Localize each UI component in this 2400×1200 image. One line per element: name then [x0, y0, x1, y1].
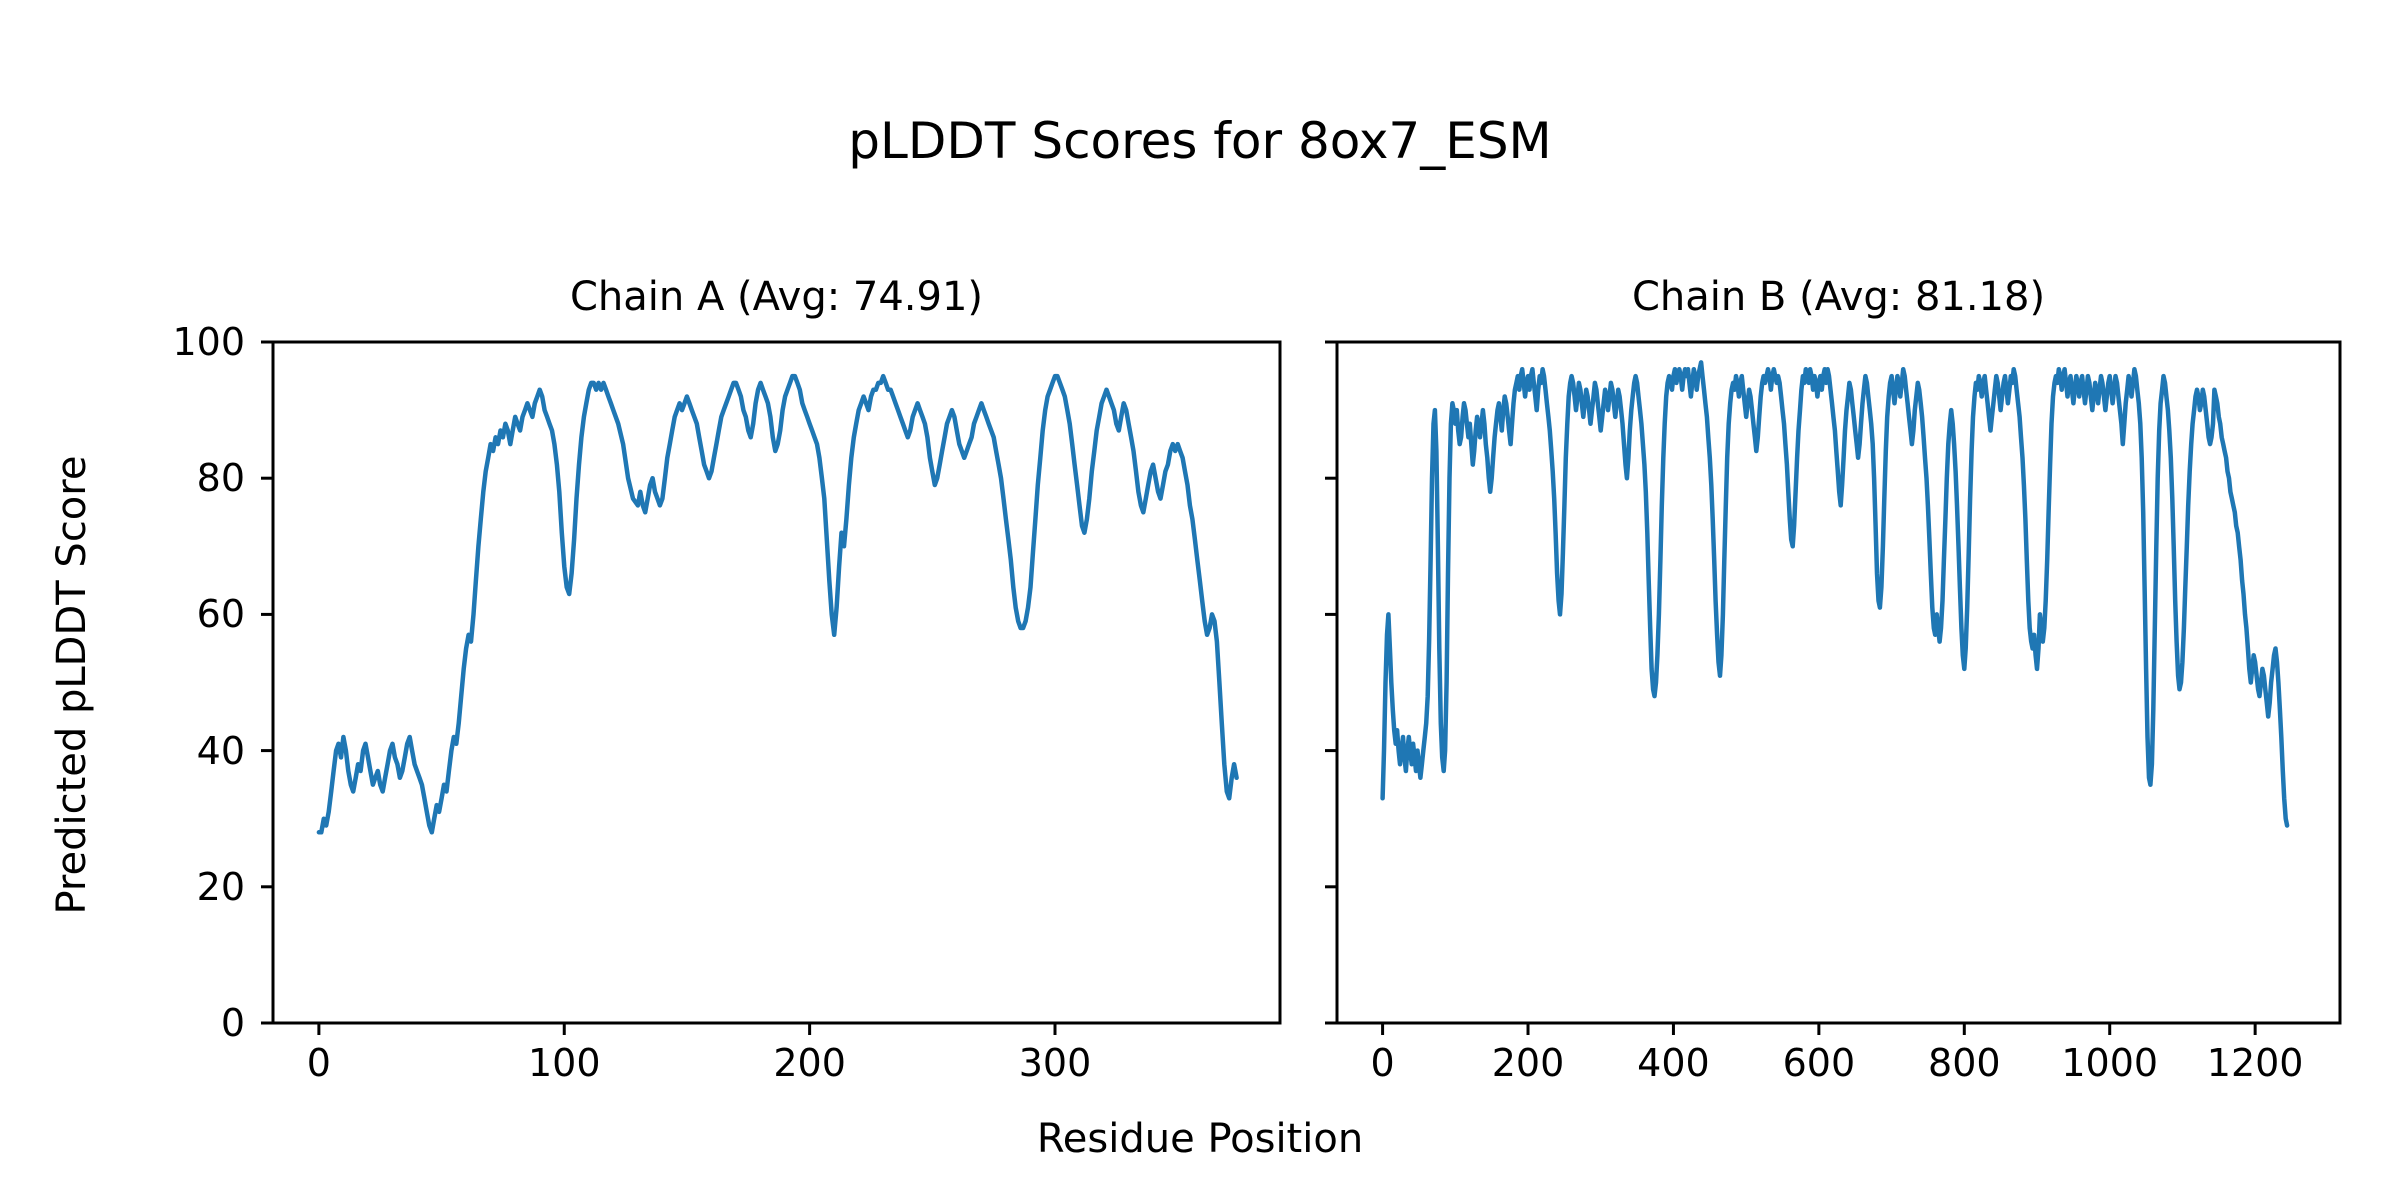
y-tick-label-chain-a: 80 [196, 456, 245, 501]
y-tick-label-chain-a: 60 [196, 592, 245, 637]
x-tick-label-chain-b: 400 [1637, 1041, 1710, 1085]
plddt-line-chain-a [316, 373, 1239, 835]
x-tick-label-chain-b: 1200 [2206, 1041, 2304, 1085]
y-tick-label-chain-a: 20 [196, 864, 245, 909]
subplot-chain-b [1325, 340, 2342, 1035]
subplot-title-chain-b: Chain B (Avg: 81.18) [1631, 274, 2046, 320]
x-tick-label-chain-a: 200 [773, 1041, 846, 1085]
x-tick-label-chain-a: 300 [1018, 1041, 1092, 1085]
x-tick-label-chain-b: 0 [1370, 1041, 1395, 1085]
x-tick-label-chain-b: 600 [1782, 1041, 1856, 1085]
plddt-line-chain-b [1380, 360, 2290, 828]
x-tick-label-chain-b: 800 [1928, 1041, 2001, 1085]
axes-spines-chain-b [1335, 340, 2342, 1025]
x-tick-label-chain-a: 100 [527, 1041, 601, 1085]
y-tick-label-chain-a: 40 [196, 728, 245, 773]
figure-suptitle: pLDDT Scores for 8ox7_ESM [848, 112, 1552, 170]
axes-spines-chain-a [271, 340, 1282, 1025]
subplot-chain-a [261, 340, 1282, 1035]
y-tick-label-chain-a: 100 [172, 320, 245, 364]
x-tick-label-chain-a: 0 [306, 1041, 331, 1085]
x-axis-label: Residue Position [1036, 1116, 1364, 1162]
x-tick-label-chain-b: 1000 [2061, 1041, 2159, 1085]
subplot-title-chain-a: Chain A (Avg: 74.91) [569, 274, 984, 320]
y-tick-label-chain-a: 0 [220, 1001, 245, 1045]
x-tick-label-chain-b: 200 [1491, 1041, 1565, 1085]
